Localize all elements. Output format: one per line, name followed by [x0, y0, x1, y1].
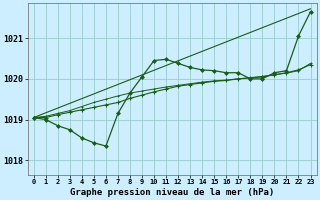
X-axis label: Graphe pression niveau de la mer (hPa): Graphe pression niveau de la mer (hPa) — [70, 188, 274, 197]
